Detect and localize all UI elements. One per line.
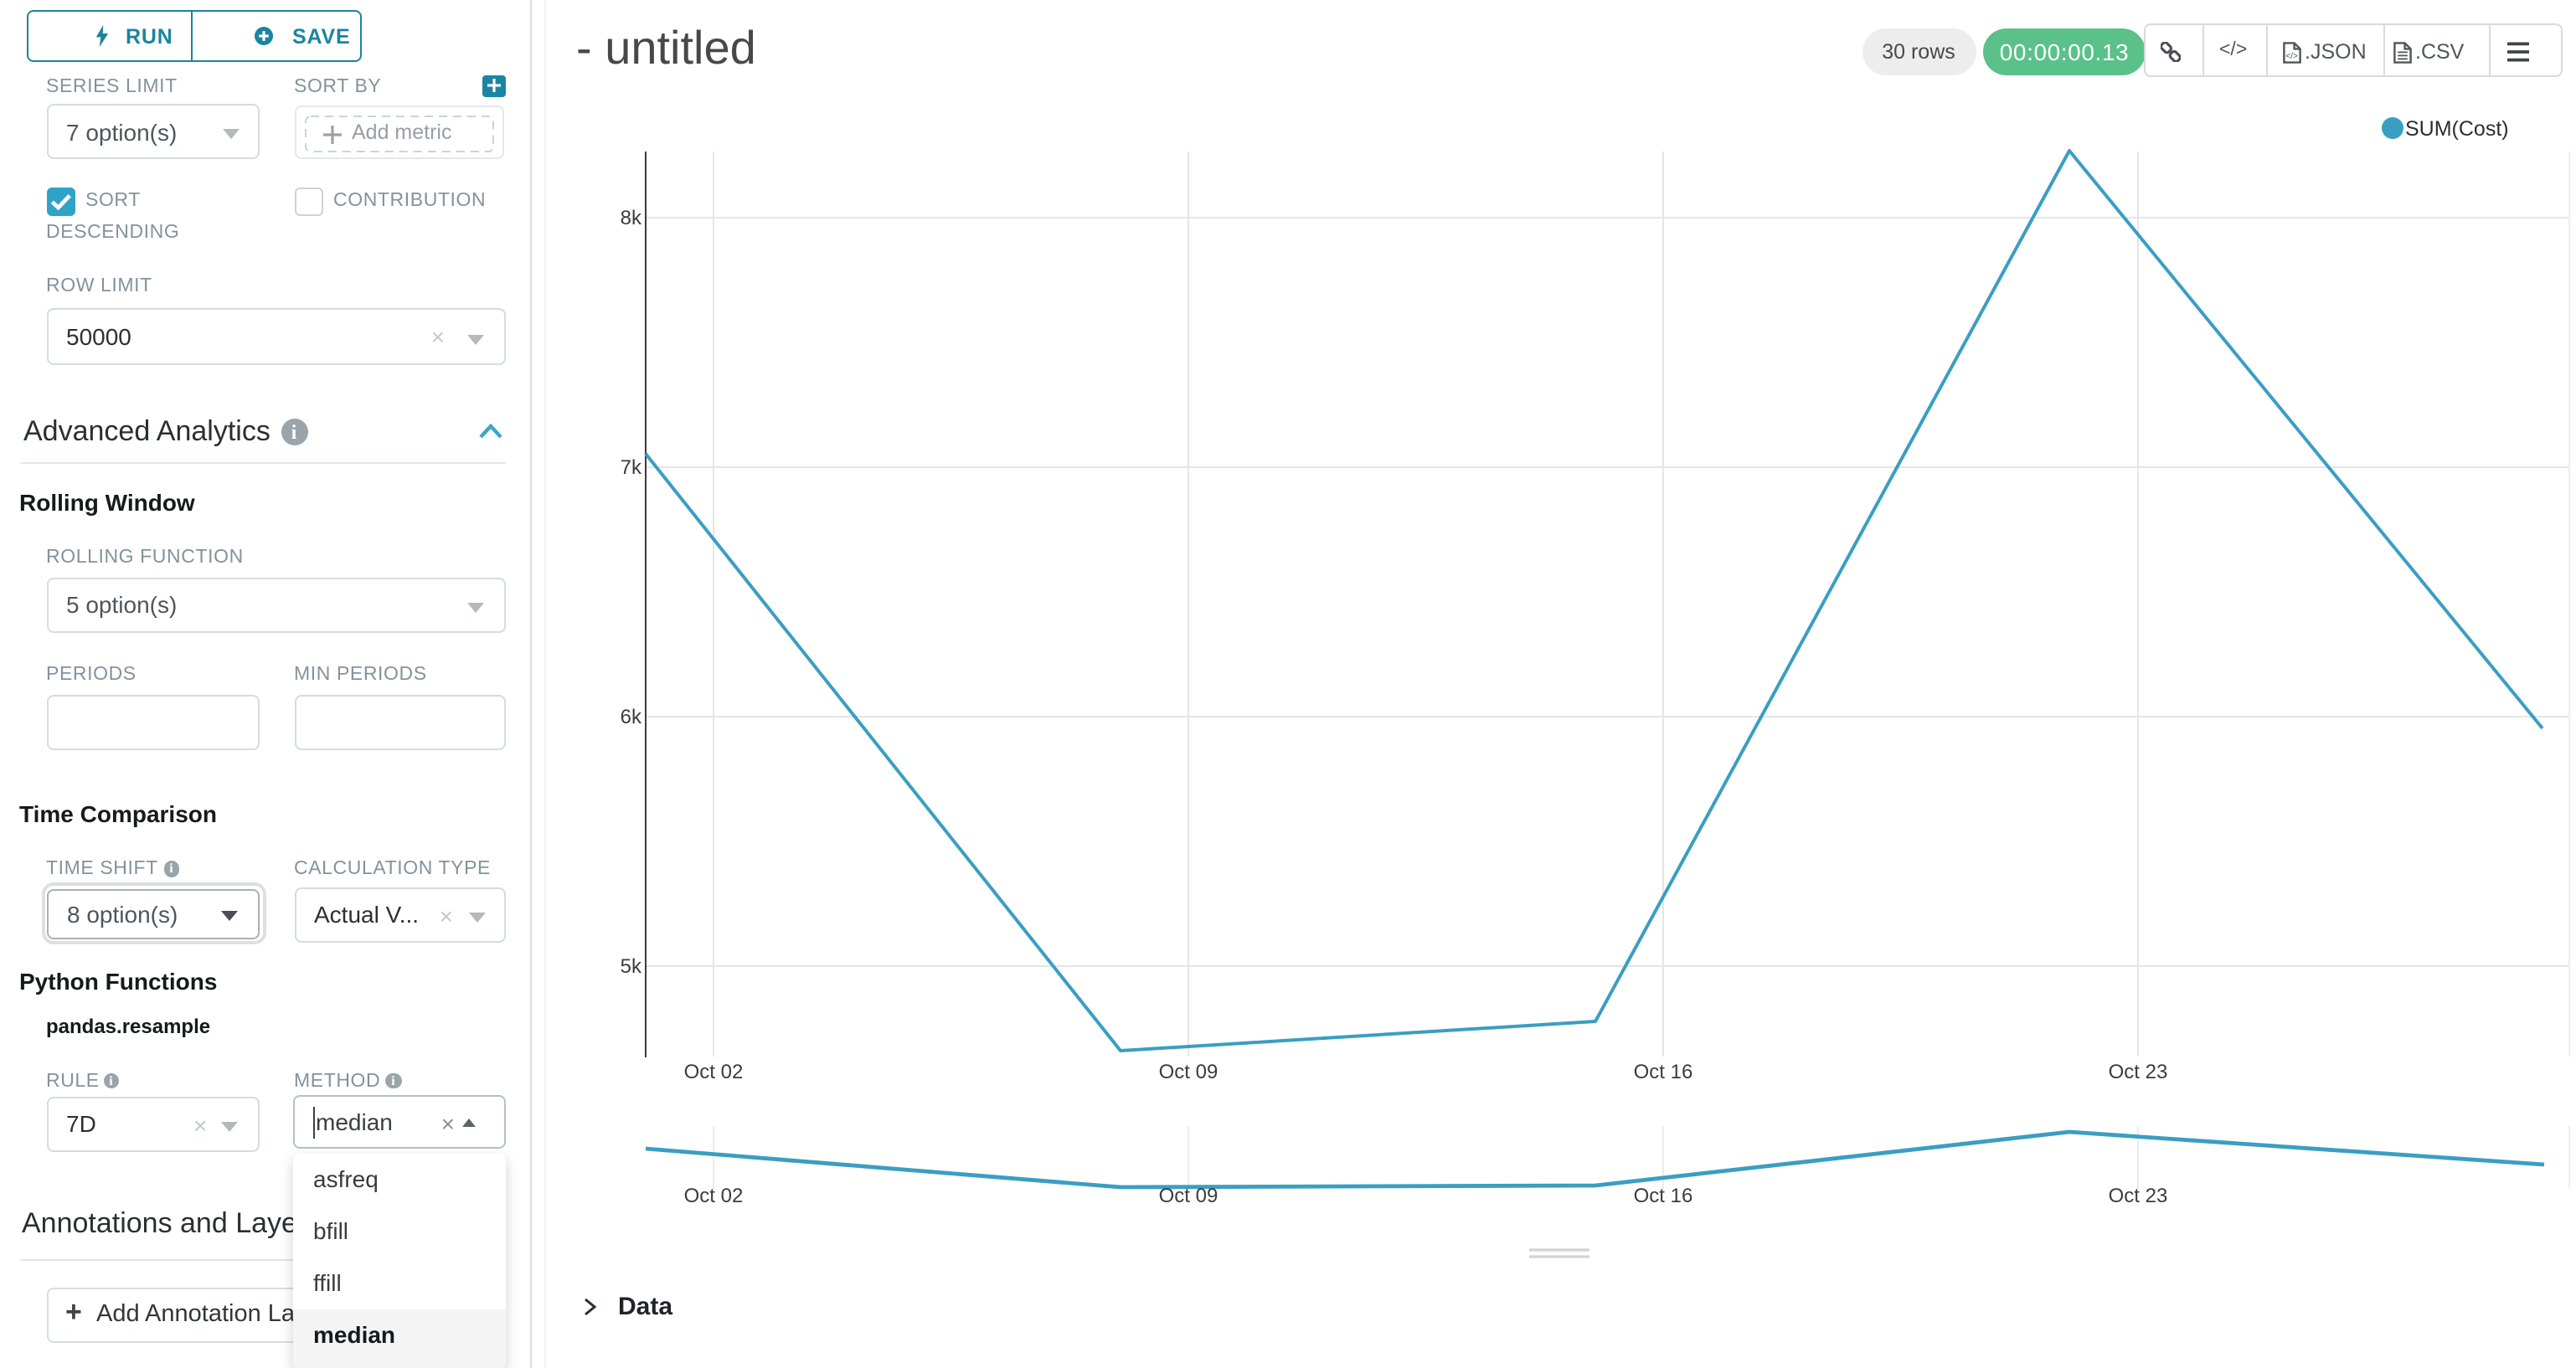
svg-text:</>: </>: [2285, 51, 2297, 60]
